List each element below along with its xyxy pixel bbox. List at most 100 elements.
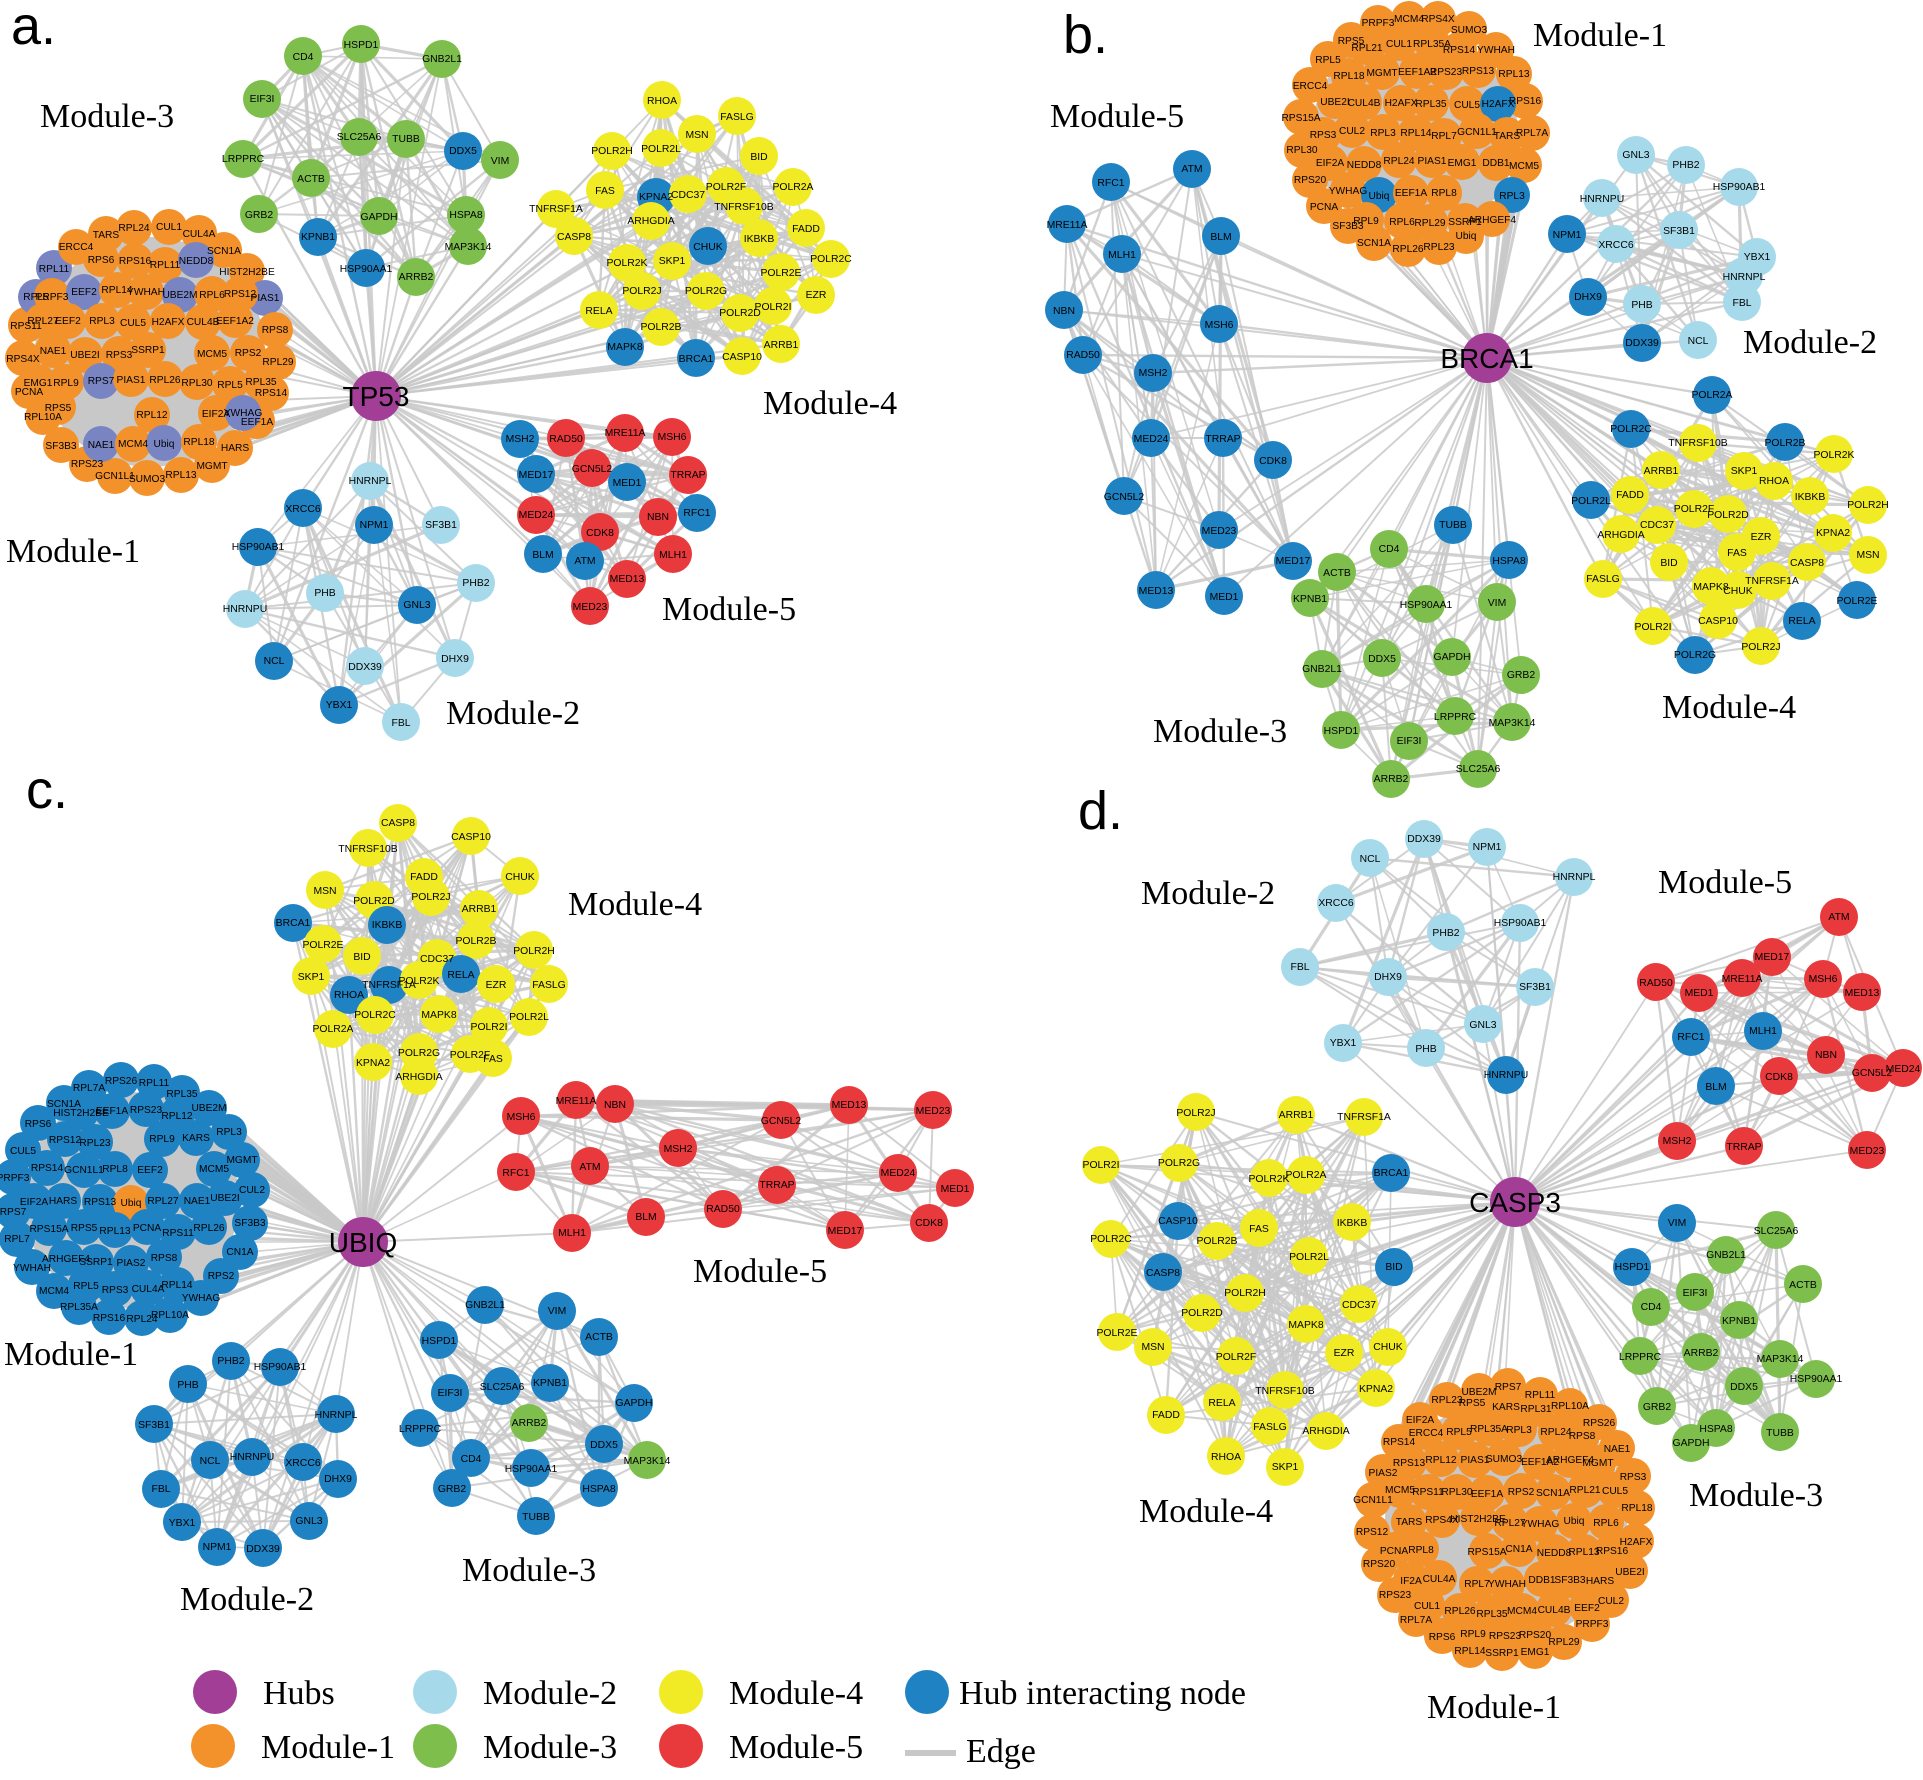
svg-text:RAD50: RAD50 xyxy=(706,1204,740,1215)
svg-text:RPS16: RPS16 xyxy=(1509,96,1542,107)
svg-text:RPS20: RPS20 xyxy=(1363,1559,1396,1570)
svg-text:MSH6: MSH6 xyxy=(658,432,687,443)
svg-text:HNRNPU: HNRNPU xyxy=(1484,1070,1528,1081)
svg-text:BLM: BLM xyxy=(635,1212,656,1223)
svg-text:MLH1: MLH1 xyxy=(1108,250,1136,261)
svg-text:EEF1A: EEF1A xyxy=(241,417,273,428)
svg-text:CUL4B: CUL4B xyxy=(187,317,220,328)
svg-text:RPS23: RPS23 xyxy=(71,459,104,470)
svg-text:XRCC6: XRCC6 xyxy=(1318,898,1353,909)
svg-text:ACTB: ACTB xyxy=(585,1332,613,1343)
svg-text:NEDD8: NEDD8 xyxy=(1347,160,1382,171)
svg-text:CDK8: CDK8 xyxy=(1259,456,1287,467)
svg-text:SSRP1: SSRP1 xyxy=(131,345,165,356)
svg-text:RPL21: RPL21 xyxy=(1351,43,1382,54)
svg-text:RPS26: RPS26 xyxy=(1583,1418,1616,1429)
svg-text:HSPD1: HSPD1 xyxy=(1324,726,1359,737)
svg-text:POLR2F: POLR2F xyxy=(1674,504,1714,515)
svg-text:Module-3: Module-3 xyxy=(483,1729,617,1766)
svg-text:EIF2A: EIF2A xyxy=(1406,1415,1435,1426)
svg-text:POLR2J: POLR2J xyxy=(411,892,450,903)
svg-text:RAD50: RAD50 xyxy=(1639,978,1673,989)
svg-text:RPL3: RPL3 xyxy=(1506,1425,1532,1436)
svg-text:CUL4A: CUL4A xyxy=(1423,1574,1456,1585)
svg-text:MED23: MED23 xyxy=(1850,1146,1885,1157)
svg-text:RPL35: RPL35 xyxy=(1415,99,1446,110)
svg-text:RPS16: RPS16 xyxy=(93,1313,126,1324)
svg-text:ATM: ATM xyxy=(1181,164,1202,175)
svg-text:RPL5: RPL5 xyxy=(217,380,243,391)
svg-text:GNL3: GNL3 xyxy=(403,600,430,611)
svg-text:ARHGDIA: ARHGDIA xyxy=(1597,530,1644,541)
svg-text:Hub interacting node: Hub interacting node xyxy=(959,1675,1246,1712)
svg-text:TNFRSF10B: TNFRSF10B xyxy=(1668,438,1728,449)
svg-text:SKP1: SKP1 xyxy=(298,972,325,983)
svg-text:EEF1A: EEF1A xyxy=(1395,188,1427,199)
svg-text:FBL: FBL xyxy=(1290,962,1309,973)
svg-text:ARRB2: ARRB2 xyxy=(399,272,434,283)
svg-text:RPL6: RPL6 xyxy=(199,290,225,301)
svg-text:GAPDH: GAPDH xyxy=(616,1398,653,1409)
svg-text:RPL12: RPL12 xyxy=(1425,1455,1456,1466)
svg-text:POLR2H: POLR2H xyxy=(513,946,555,957)
svg-text:NCL: NCL xyxy=(1360,854,1381,865)
svg-text:MAP3K14: MAP3K14 xyxy=(1489,718,1536,729)
svg-text:RPL6: RPL6 xyxy=(1593,1518,1619,1529)
svg-text:PCNA: PCNA xyxy=(15,387,44,398)
svg-text:MED17: MED17 xyxy=(519,470,554,481)
svg-text:FADD: FADD xyxy=(1616,490,1644,501)
svg-text:RPL5: RPL5 xyxy=(73,1281,99,1292)
svg-text:Ubiq: Ubiq xyxy=(1564,1516,1585,1527)
svg-text:RPL9: RPL9 xyxy=(53,378,79,389)
svg-text:RHOA: RHOA xyxy=(1759,476,1789,487)
svg-text:MCM4: MCM4 xyxy=(1394,14,1424,25)
svg-text:RPL31: RPL31 xyxy=(1520,1404,1551,1415)
svg-text:IKBKB: IKBKB xyxy=(372,920,403,931)
svg-text:ARRB2: ARRB2 xyxy=(1374,774,1409,785)
svg-text:NPM1: NPM1 xyxy=(203,1542,232,1553)
svg-text:MSN: MSN xyxy=(685,130,708,141)
svg-text:POLR2L: POLR2L xyxy=(641,144,681,155)
svg-text:GCN5L2: GCN5L2 xyxy=(761,1116,802,1127)
svg-text:POLR2I: POLR2I xyxy=(755,302,792,313)
svg-text:ARRB1: ARRB1 xyxy=(462,904,497,915)
svg-text:RHOA: RHOA xyxy=(1211,1452,1241,1463)
svg-text:TNFRSF1A: TNFRSF1A xyxy=(362,980,416,991)
svg-text:CHUK: CHUK xyxy=(505,872,535,883)
svg-text:ERCC4: ERCC4 xyxy=(1409,1428,1444,1439)
svg-text:LRPPRC: LRPPRC xyxy=(222,154,265,165)
svg-text:HNRNPU: HNRNPU xyxy=(230,1452,274,1463)
svg-text:MLH1: MLH1 xyxy=(1749,1026,1777,1037)
svg-text:EEF2: EEF2 xyxy=(71,287,97,298)
svg-text:CN1A: CN1A xyxy=(226,1247,253,1258)
svg-text:SCN1A: SCN1A xyxy=(207,246,241,257)
svg-text:CDK8: CDK8 xyxy=(586,528,614,539)
svg-text:RELA: RELA xyxy=(1208,1398,1235,1409)
svg-text:RPS8: RPS8 xyxy=(262,325,289,336)
svg-text:GCN1L1: GCN1L1 xyxy=(1353,1495,1393,1506)
svg-text:RPL10A: RPL10A xyxy=(24,412,62,423)
svg-text:POLR2J: POLR2J xyxy=(1741,642,1780,653)
svg-text:SSRP1: SSRP1 xyxy=(79,1257,113,1268)
svg-text:RFC1: RFC1 xyxy=(1677,1032,1704,1043)
svg-text:BID: BID xyxy=(1660,558,1677,569)
svg-text:RPL14: RPL14 xyxy=(1454,1646,1485,1657)
svg-text:RPL3: RPL3 xyxy=(1499,191,1525,202)
svg-text:GNL3: GNL3 xyxy=(295,1516,322,1527)
svg-text:Module-4: Module-4 xyxy=(1662,689,1796,726)
svg-text:SUMO3: SUMO3 xyxy=(129,474,166,485)
svg-text:RPS3: RPS3 xyxy=(106,350,133,361)
svg-text:CHUK: CHUK xyxy=(1373,1342,1403,1353)
svg-text:MCM4: MCM4 xyxy=(39,1286,69,1297)
svg-text:RPL8: RPL8 xyxy=(102,1164,128,1175)
svg-text:RPS11: RPS11 xyxy=(10,321,42,332)
svg-text:RHOA: RHOA xyxy=(334,990,364,1001)
svg-text:MSH6: MSH6 xyxy=(1205,320,1234,331)
svg-text:MSN: MSN xyxy=(313,886,336,897)
svg-text:SF3B1: SF3B1 xyxy=(1519,982,1551,993)
svg-text:RPL27: RPL27 xyxy=(147,1196,178,1207)
svg-text:RPL30: RPL30 xyxy=(1441,1487,1472,1498)
svg-text:RPL7A: RPL7A xyxy=(73,1083,105,1094)
svg-text:RPL11: RPL11 xyxy=(39,264,70,275)
svg-text:PIAS2: PIAS2 xyxy=(1369,1468,1398,1479)
